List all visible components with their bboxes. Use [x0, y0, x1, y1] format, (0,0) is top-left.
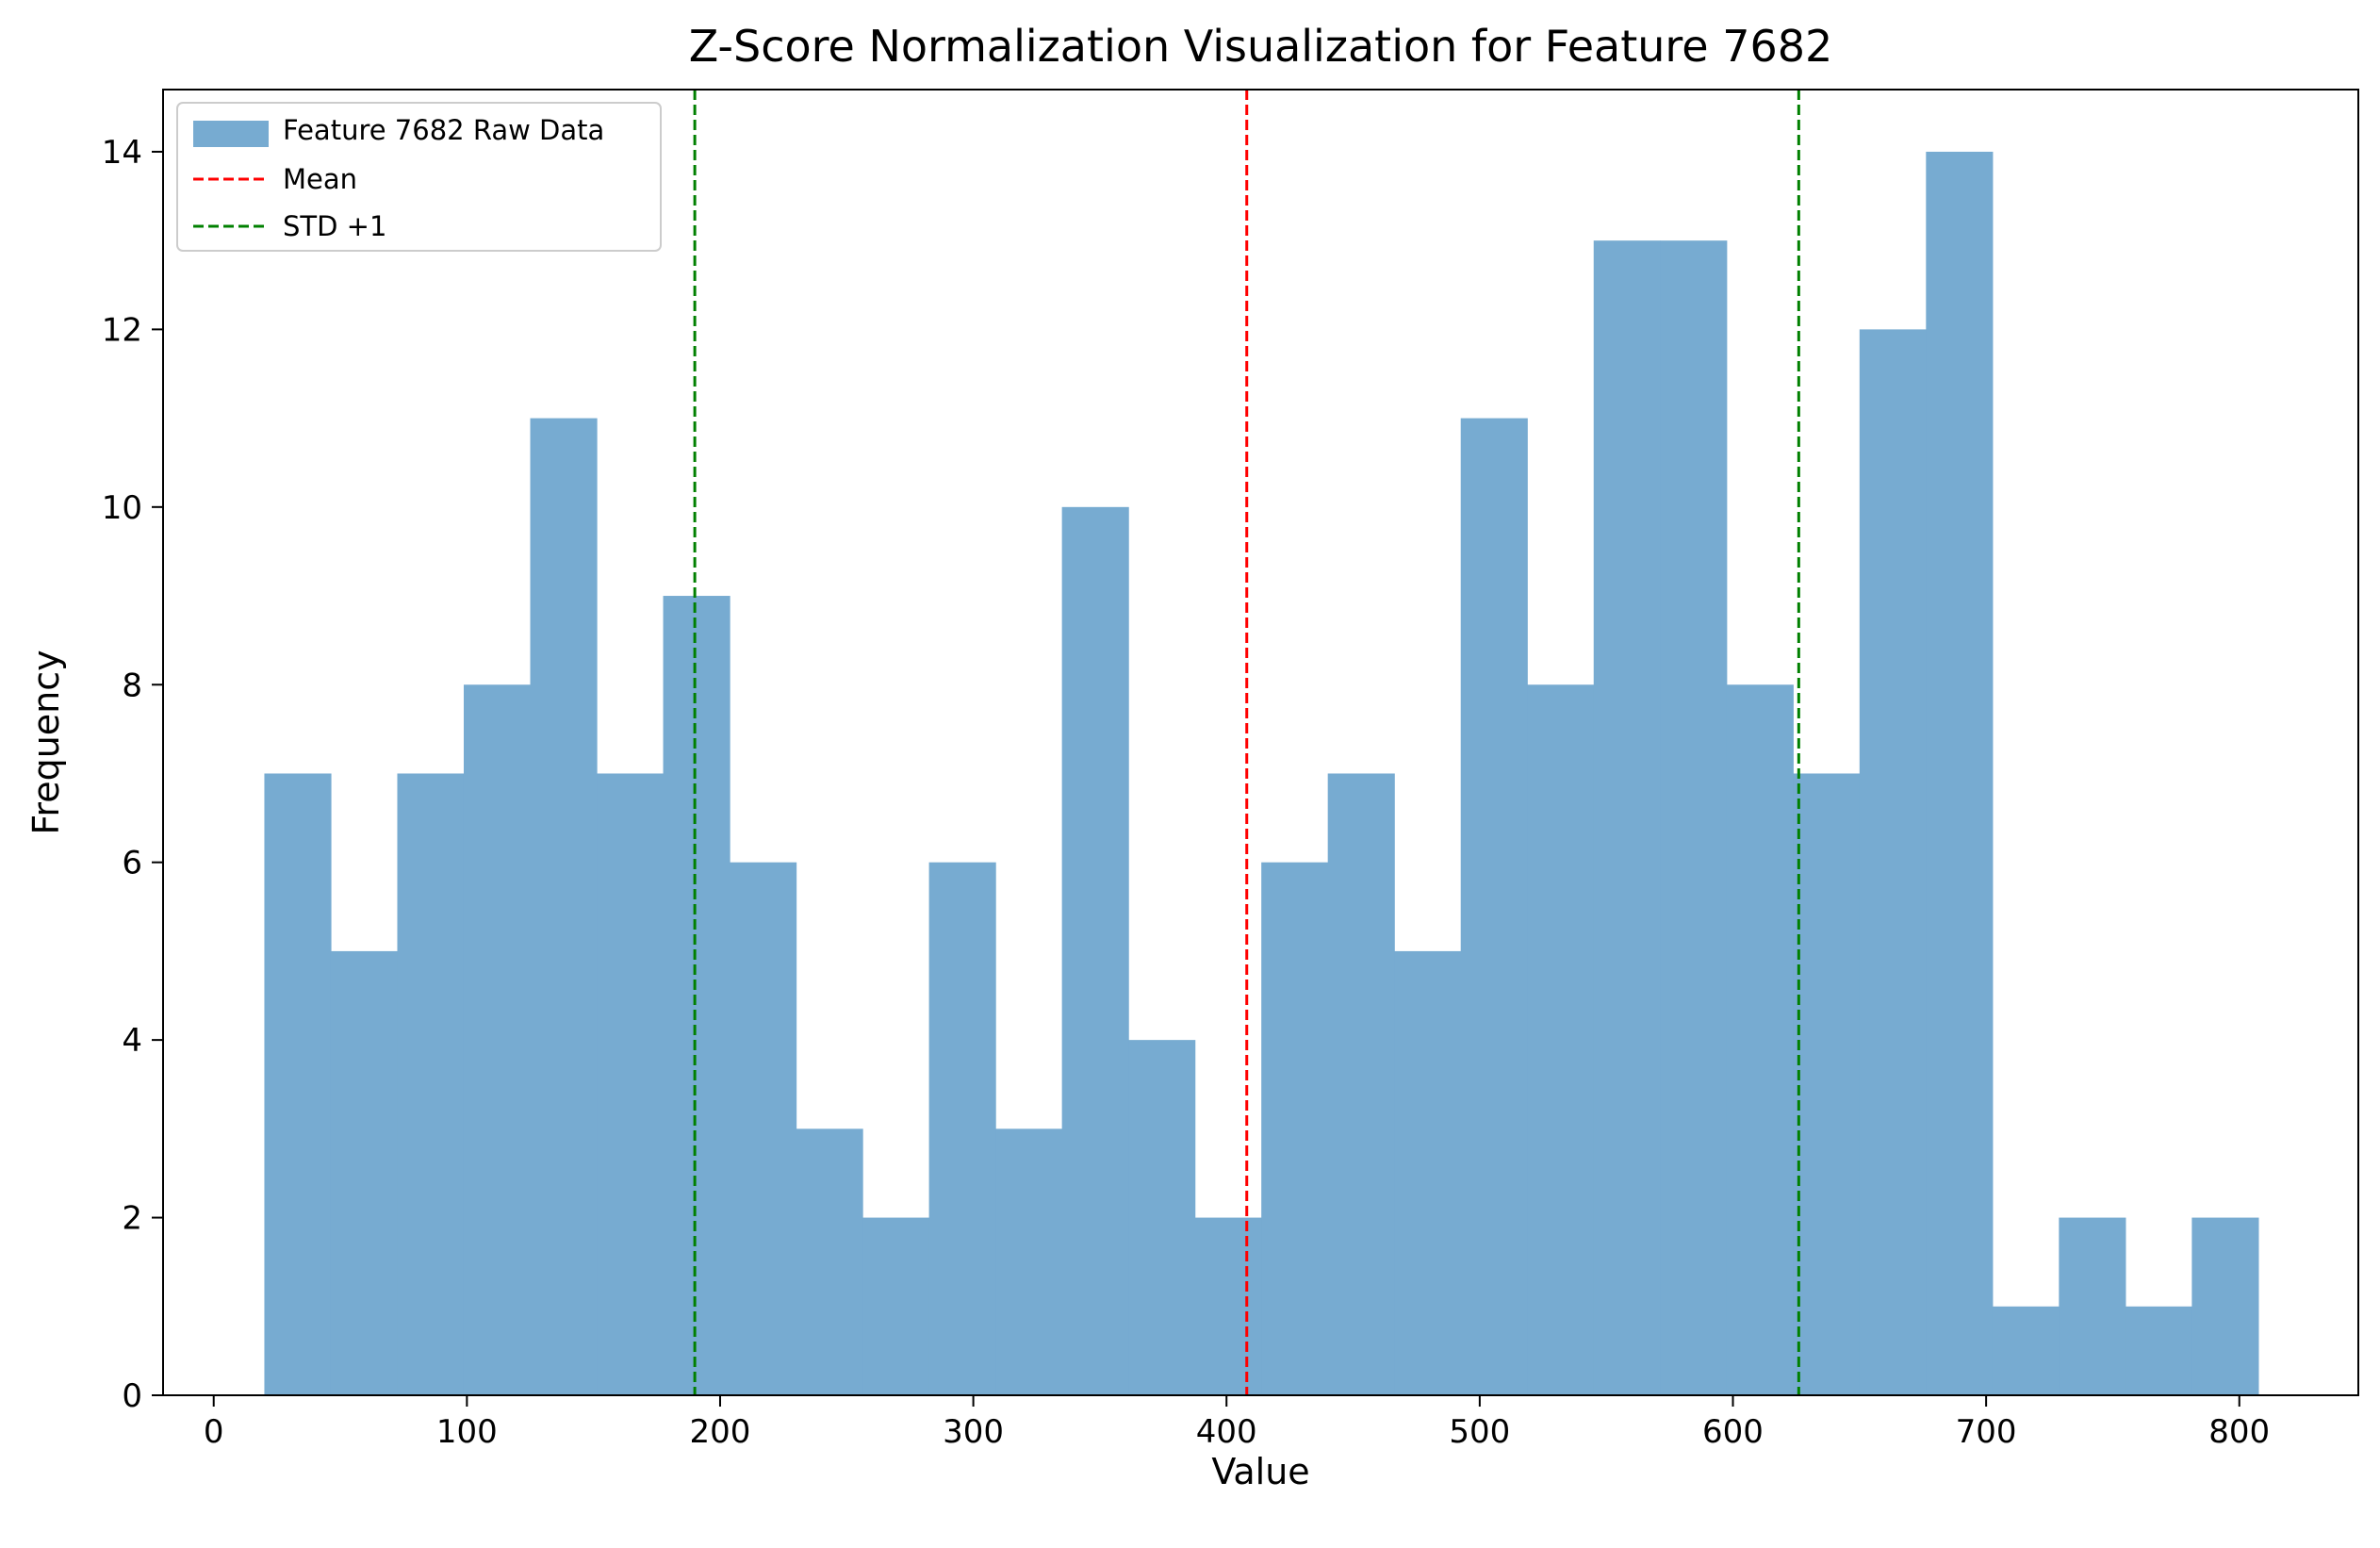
reference-lines — [693, 90, 1800, 1395]
x-tick-label: 300 — [943, 1413, 1004, 1451]
histogram-bar — [397, 773, 465, 1395]
histogram-bar — [530, 418, 598, 1395]
histogram-bar — [1394, 950, 1462, 1395]
histogram-bar — [995, 1128, 1063, 1395]
y-tick-label: 0 — [122, 1377, 142, 1415]
y-tick-label: 14 — [102, 134, 142, 172]
histogram-bar — [1261, 862, 1329, 1395]
histogram-bar — [730, 862, 797, 1395]
y-axis-ticks: 0 2 4 6 8 10 12 14 — [102, 134, 163, 1415]
y-tick-label: 2 — [122, 1200, 142, 1238]
histogram-bar — [1593, 240, 1661, 1396]
histogram-bar — [1128, 1040, 1196, 1395]
y-tick-label: 12 — [102, 311, 142, 349]
histogram-bars — [264, 151, 2259, 1396]
legend-box — [176, 102, 662, 252]
y-axis-label: Frequency — [25, 650, 67, 834]
histogram-bar — [928, 862, 996, 1395]
x-tick-label: 200 — [690, 1413, 751, 1451]
histogram-bar — [463, 684, 532, 1395]
histogram-bar — [1061, 506, 1129, 1395]
x-tick-label: 0 — [204, 1413, 224, 1451]
x-tick-label: 800 — [2208, 1413, 2270, 1451]
histogram-bar — [2059, 1217, 2126, 1395]
x-axis-label: Value — [1211, 1451, 1309, 1492]
plot-frame — [162, 89, 2359, 1396]
x-tick-label: 100 — [436, 1413, 498, 1451]
chart-title: Z-Score Normalization Visualization for … — [689, 21, 1833, 72]
x-axis-ticks: 0 100 200 300 400 500 600 700 800 — [204, 1395, 2270, 1451]
histogram-bar — [1926, 151, 1994, 1395]
histogram-bar — [1527, 684, 1595, 1395]
chart-legend: Feature 7682 Raw Data Mean STD +1 — [176, 102, 662, 252]
x-tick-label: 400 — [1196, 1413, 1257, 1451]
y-tick-label: 8 — [122, 667, 142, 704]
y-tick-label: 4 — [122, 1022, 142, 1060]
legend-label-std: STD +1 — [283, 210, 386, 242]
histogram-bar — [2125, 1306, 2192, 1395]
histogram-bar — [330, 950, 399, 1395]
histogram-bar — [1460, 418, 1528, 1395]
x-tick-label: 500 — [1449, 1413, 1510, 1451]
histogram-bar — [2191, 1217, 2259, 1395]
histogram-bar — [1660, 240, 1728, 1396]
x-tick-label: 700 — [1956, 1413, 2017, 1451]
histogram-bar — [597, 773, 665, 1395]
histogram-bar — [1327, 773, 1395, 1395]
legend-swatch-histogram — [193, 121, 269, 147]
histogram-bar — [862, 1217, 930, 1395]
histogram-bar — [1992, 1306, 2060, 1395]
histogram-bar — [1194, 1217, 1262, 1395]
histogram-bar — [796, 1128, 863, 1395]
histogram-bar — [264, 773, 332, 1395]
legend-label-mean: Mean — [283, 163, 357, 195]
histogram-bar — [1793, 773, 1861, 1395]
y-tick-label: 10 — [102, 489, 142, 527]
x-tick-label: 600 — [1702, 1413, 1764, 1451]
histogram-bar — [1859, 329, 1927, 1396]
histogram-bar — [1726, 684, 1794, 1395]
y-tick-label: 6 — [122, 845, 142, 882]
legend-label-raw-data: Feature 7682 Raw Data — [283, 114, 604, 146]
histogram-bar — [663, 596, 730, 1395]
